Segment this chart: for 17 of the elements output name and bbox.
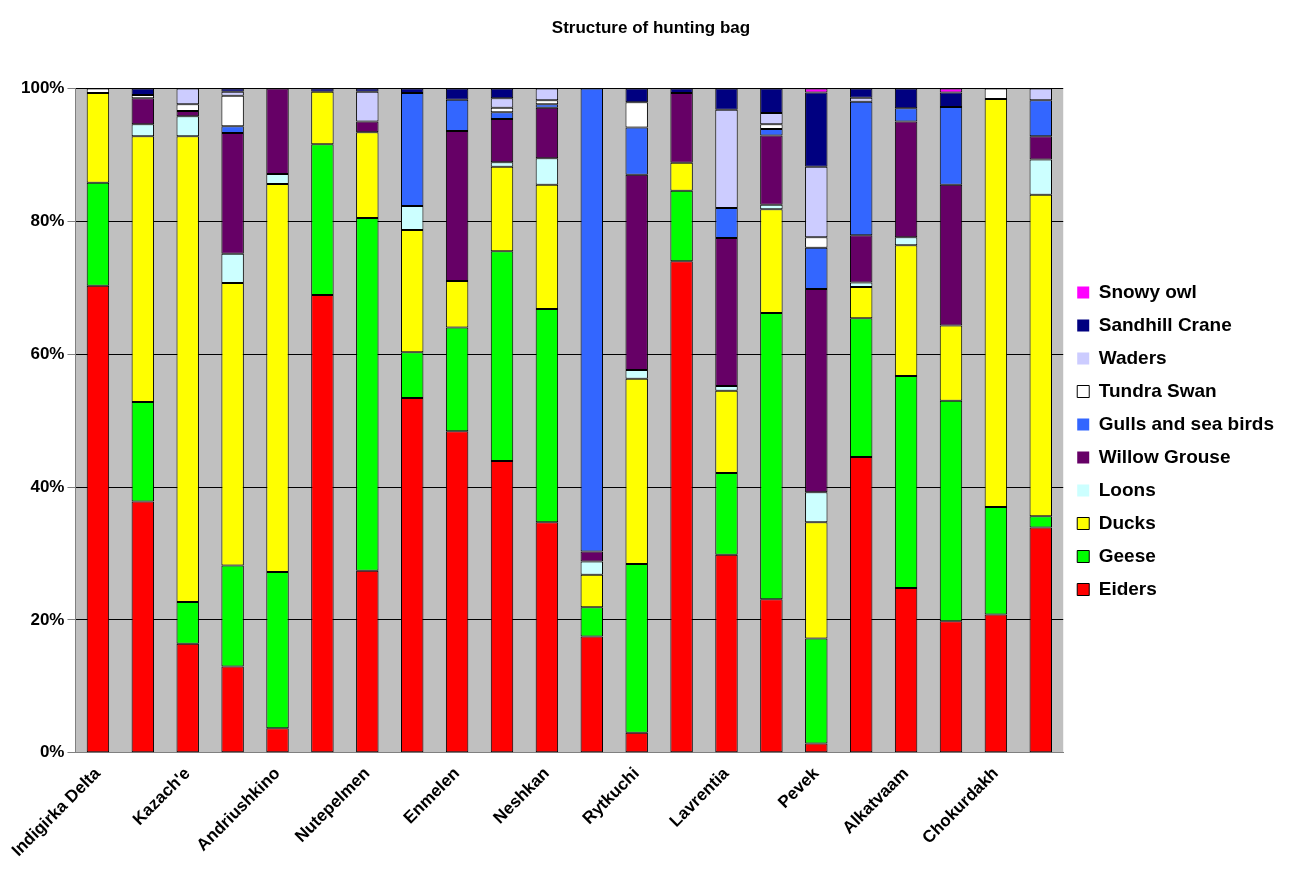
y-tick-label: 20%	[30, 609, 65, 629]
legend-label: Geese	[1098, 544, 1156, 566]
chart-title: Structure of hunting bag	[551, 17, 751, 37]
y-tick-label: 100%	[21, 78, 65, 98]
y-tick-label: 60%	[30, 343, 65, 363]
legend-label: Waders	[1098, 346, 1167, 368]
y-tick-label: 40%	[30, 476, 65, 496]
legend-label: Willow Grouse	[1098, 445, 1231, 467]
legend-label: Sandhill Crane	[1098, 313, 1232, 335]
legend-label: Loons	[1098, 478, 1156, 500]
legend-label: Gulls and sea birds	[1098, 412, 1274, 434]
legend-label: Snowy owl	[1098, 280, 1197, 302]
y-tick-label: 80%	[30, 210, 65, 230]
y-tick-label: 0%	[39, 742, 65, 762]
legend-label: Tundra Swan	[1098, 379, 1217, 401]
legend-label: Eiders	[1098, 577, 1157, 599]
legend-label: Ducks	[1098, 511, 1156, 533]
